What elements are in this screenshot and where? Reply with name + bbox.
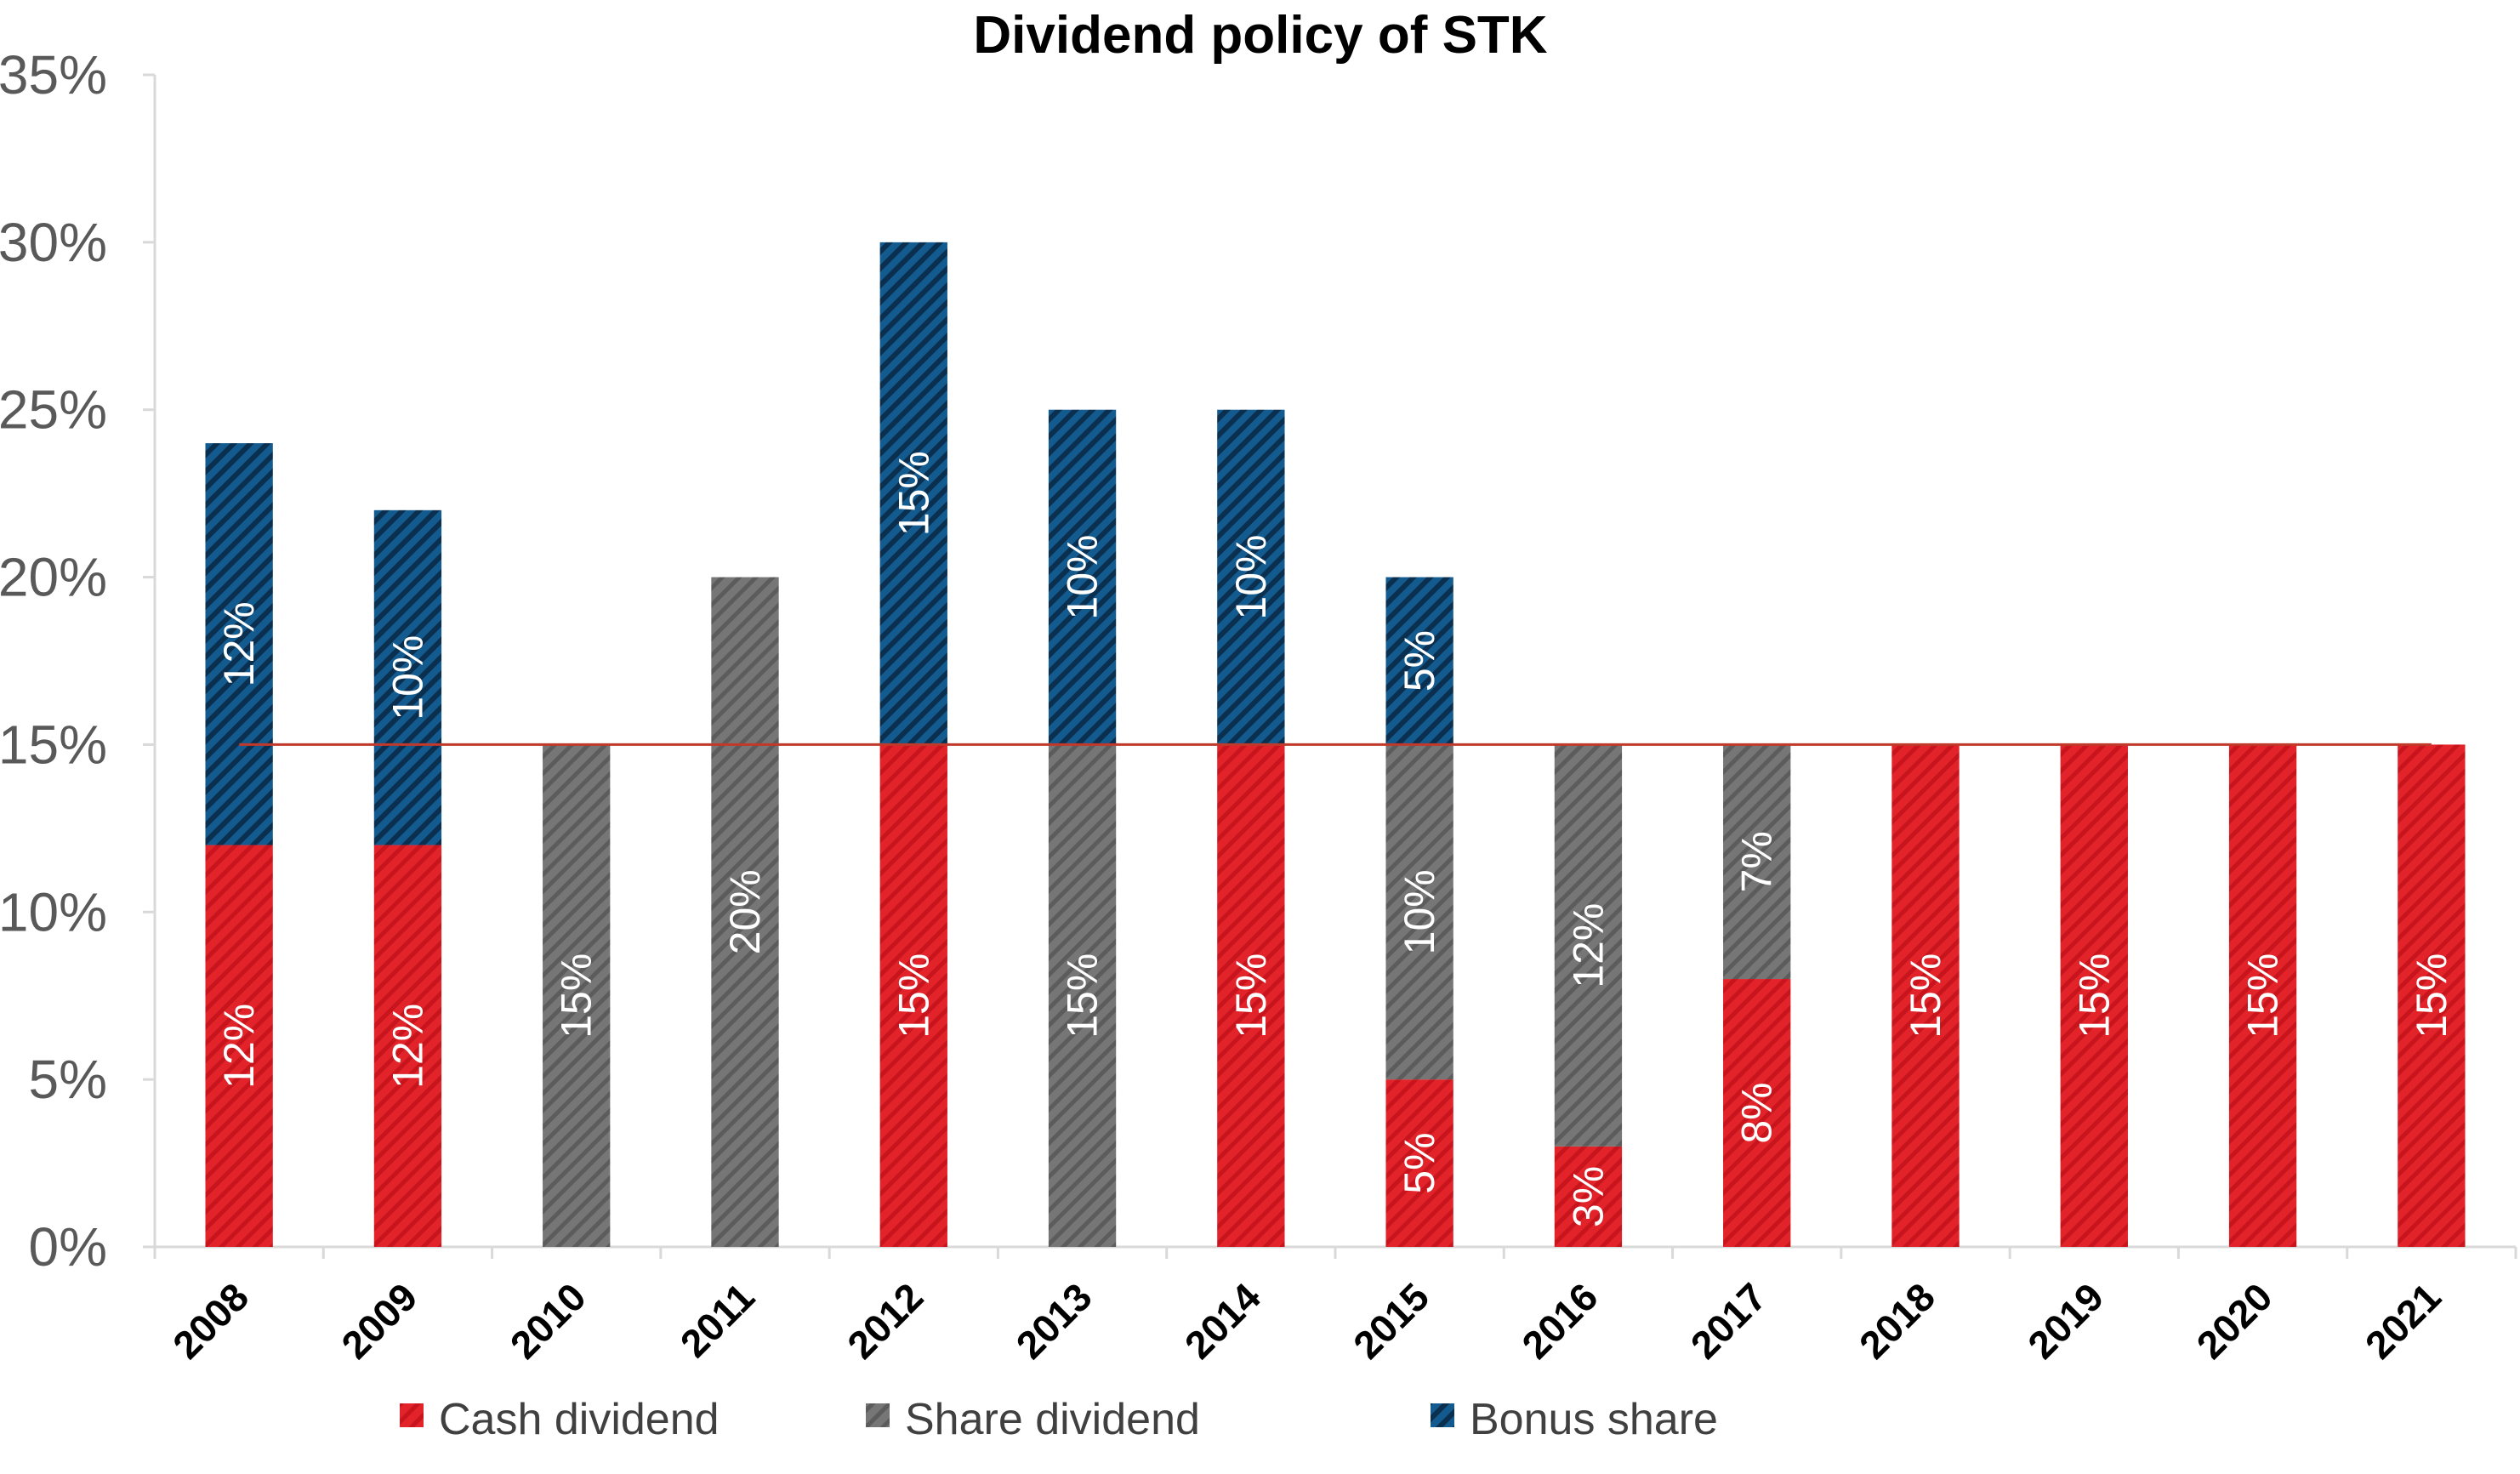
legend: Cash dividend Share dividend Bonus share: [400, 1395, 1718, 1444]
x-tick-label: 2016: [1513, 1274, 1606, 1367]
y-tick-label: 20%: [0, 547, 107, 608]
bar-segment: [1891, 744, 1960, 1247]
bar-segment: [373, 845, 442, 1247]
bar-segment: [1723, 979, 1791, 1247]
x-tick-label: 2009: [333, 1274, 425, 1367]
legend-label: Bonus share: [1470, 1395, 1718, 1444]
bar-segment: [1217, 409, 1285, 745]
bar-segment: [1385, 1079, 1453, 1247]
data-label: 12%: [1564, 903, 1612, 988]
data-label: 15%: [1059, 953, 1106, 1039]
data-label: 10%: [384, 635, 431, 720]
y-tick-label: 10%: [0, 881, 107, 942]
data-label: 12%: [215, 1004, 263, 1089]
bar-segment: [205, 443, 273, 845]
data-label: 5%: [1396, 630, 1443, 691]
bar-segment: [1385, 577, 1453, 745]
bar-segment: [1554, 1146, 1623, 1247]
legend-label: Share dividend: [905, 1395, 1200, 1444]
bar-segment: [879, 242, 947, 745]
y-tick-label: 0%: [29, 1216, 108, 1278]
x-tick-label: 2017: [1682, 1274, 1775, 1367]
x-tick-label: 2019: [2019, 1274, 2112, 1367]
data-label: 15%: [890, 451, 937, 536]
data-label: 15%: [2070, 953, 2118, 1039]
x-tick-label: 2013: [1008, 1274, 1101, 1367]
data-label: 15%: [2239, 953, 2287, 1039]
x-tick-label: 2020: [2188, 1274, 2281, 1367]
data-label: 15%: [2408, 953, 2455, 1039]
x-tick-label: 2008: [164, 1274, 257, 1367]
bar-segment: [2228, 744, 2297, 1247]
x-tick-label: 2014: [1176, 1274, 1269, 1367]
data-label: 15%: [1227, 953, 1275, 1039]
data-label: 10%: [1227, 535, 1275, 620]
bar-segment: [205, 845, 273, 1247]
bar-segment: [543, 744, 611, 1247]
bar-segment: [2060, 744, 2128, 1247]
y-tick-label: 35%: [0, 44, 107, 105]
bar-segment: [2398, 744, 2466, 1247]
legend-swatch: [1431, 1403, 1454, 1427]
x-tick-label: 2021: [2357, 1274, 2449, 1367]
x-axis: 2008 2009 2010 2011 2012 2013 2014 2015 2016 2017…: [153, 1245, 2517, 1367]
x-tick-label: 2010: [502, 1274, 594, 1367]
data-label: 15%: [890, 953, 937, 1039]
bar-segment: [1723, 744, 1791, 980]
data-label: 12%: [384, 1004, 431, 1089]
legend-swatch: [866, 1403, 890, 1427]
y-tick-label: 15%: [0, 714, 107, 775]
bar-segment: [1048, 744, 1117, 1247]
y-axis: 0% 5% 10% 15% 20% 25% 30% 35%: [0, 44, 156, 1278]
y-tick-label: 5%: [29, 1049, 108, 1110]
legend-label: Cash dividend: [439, 1395, 720, 1444]
legend-swatch: [400, 1403, 424, 1427]
data-label: 7%: [1733, 831, 1781, 892]
bars: 12% 12% 12% 10% 15% 20% 15% 15% 15% 10% 15% 10% 5% 10…: [205, 242, 2466, 1247]
data-label: 12%: [215, 601, 263, 686]
data-label: 3%: [1564, 1166, 1612, 1227]
data-label: 10%: [1059, 535, 1106, 620]
bar-segment: [1385, 744, 1453, 1080]
x-tick-label: 2018: [1851, 1274, 1943, 1367]
x-tick-label: 2012: [839, 1274, 931, 1367]
bar-segment: [373, 509, 442, 845]
bar-segment: [1048, 409, 1117, 745]
bar-segment: [1217, 744, 1285, 1247]
x-tick-label: 2015: [1345, 1274, 1437, 1367]
data-label: 8%: [1733, 1082, 1781, 1143]
data-label: 15%: [553, 953, 600, 1039]
bar-segment: [711, 577, 779, 1247]
data-label: 20%: [721, 869, 769, 954]
chart-title: Dividend policy of STK: [973, 6, 1547, 65]
y-tick-label: 25%: [0, 379, 107, 441]
bar-segment: [1554, 744, 1623, 1147]
data-label: 15%: [1902, 953, 1949, 1039]
data-label: 10%: [1396, 869, 1443, 954]
y-tick-label: 30%: [0, 212, 107, 273]
bar-segment: [879, 744, 947, 1247]
data-label: 5%: [1396, 1132, 1443, 1193]
x-tick-label: 2011: [672, 1274, 763, 1365]
